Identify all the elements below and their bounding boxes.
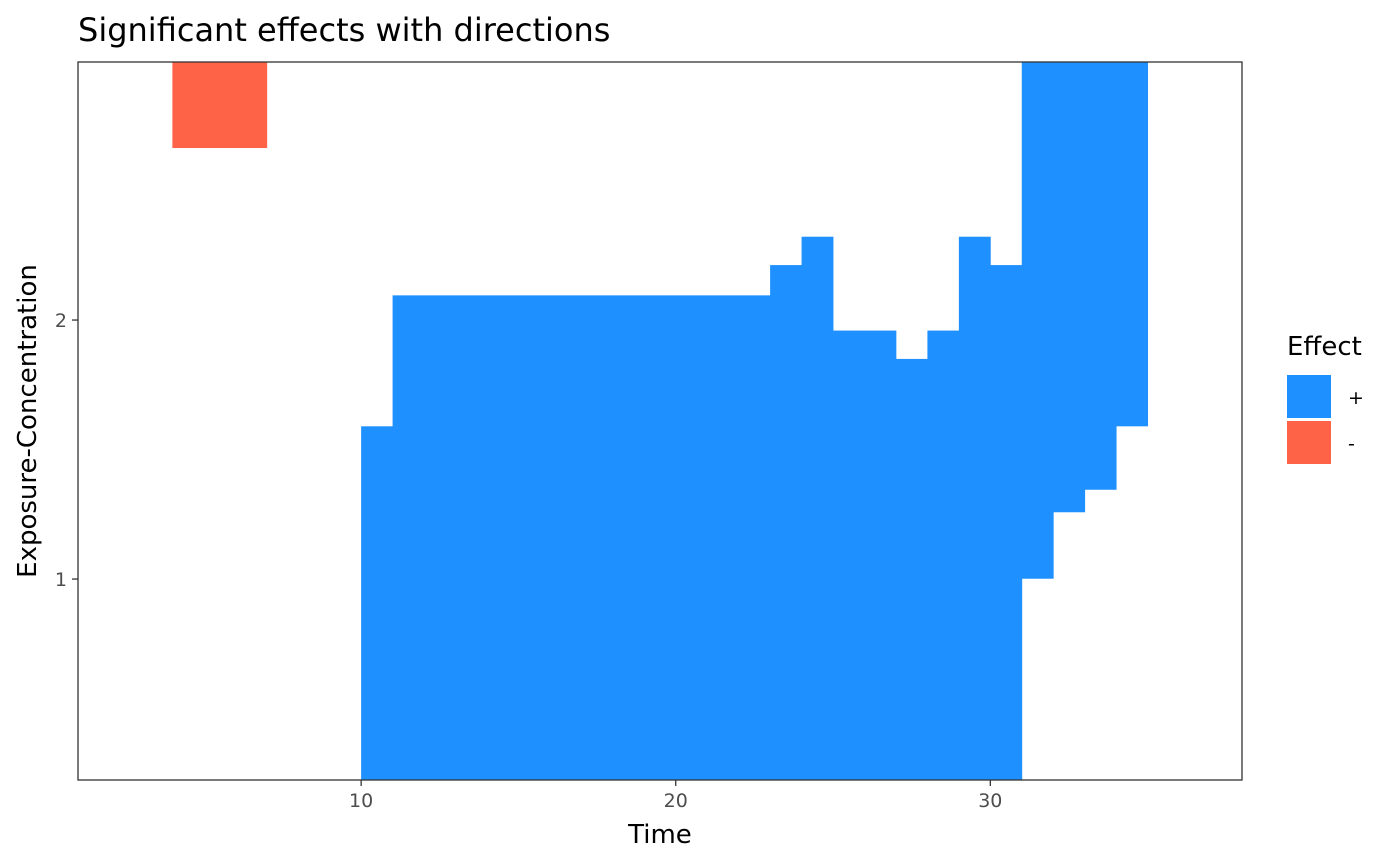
effect-cell-positive-7: [958, 236, 991, 781]
y-tick-label-1: 1: [55, 569, 67, 591]
legend-key-negative: [1287, 421, 1331, 464]
effect-cell-positive-12: [1116, 62, 1149, 427]
legend: Effect +-: [1287, 332, 1364, 464]
x-tick-label-10: 10: [349, 790, 373, 812]
x-tick-label-20: 20: [664, 790, 688, 812]
effect-cell-positive-1: [392, 295, 771, 780]
x-tick-label-30: 30: [978, 790, 1002, 812]
y-axis-title: Exposure-Concentration: [13, 264, 43, 578]
effect-cell-positive-4: [833, 330, 897, 780]
effect-cell-positive-11: [1084, 62, 1117, 490]
effect-cell-positive-6: [927, 330, 960, 780]
legend-label-negative: -: [1348, 433, 1355, 455]
legend-key-positive: [1287, 375, 1331, 418]
panel-border: [77, 61, 1243, 781]
effect-cell-positive-10: [1053, 62, 1086, 513]
x-axis: 10 20 30: [349, 780, 1002, 812]
effect-cell-positive-9: [1021, 62, 1054, 579]
effect-cell-positive-5: [895, 358, 928, 780]
effect-cell-positive-3: [801, 236, 834, 781]
chart-title: Significant effects with directions: [78, 11, 610, 49]
y-axis: 12: [55, 310, 78, 591]
x-axis-title: Time: [627, 820, 692, 850]
effect-cell-positive-2: [770, 265, 802, 781]
effect-cell-positive-8: [990, 265, 1023, 781]
legend-title: Effect: [1287, 332, 1362, 362]
y-tick-label-2: 2: [55, 310, 67, 332]
effect-cell-positive-0: [361, 426, 393, 780]
effect-cell-negative-0: [172, 62, 268, 149]
plot-cells: [172, 62, 1149, 781]
legend-items: +-: [1287, 375, 1364, 464]
legend-label-positive: +: [1348, 387, 1364, 409]
